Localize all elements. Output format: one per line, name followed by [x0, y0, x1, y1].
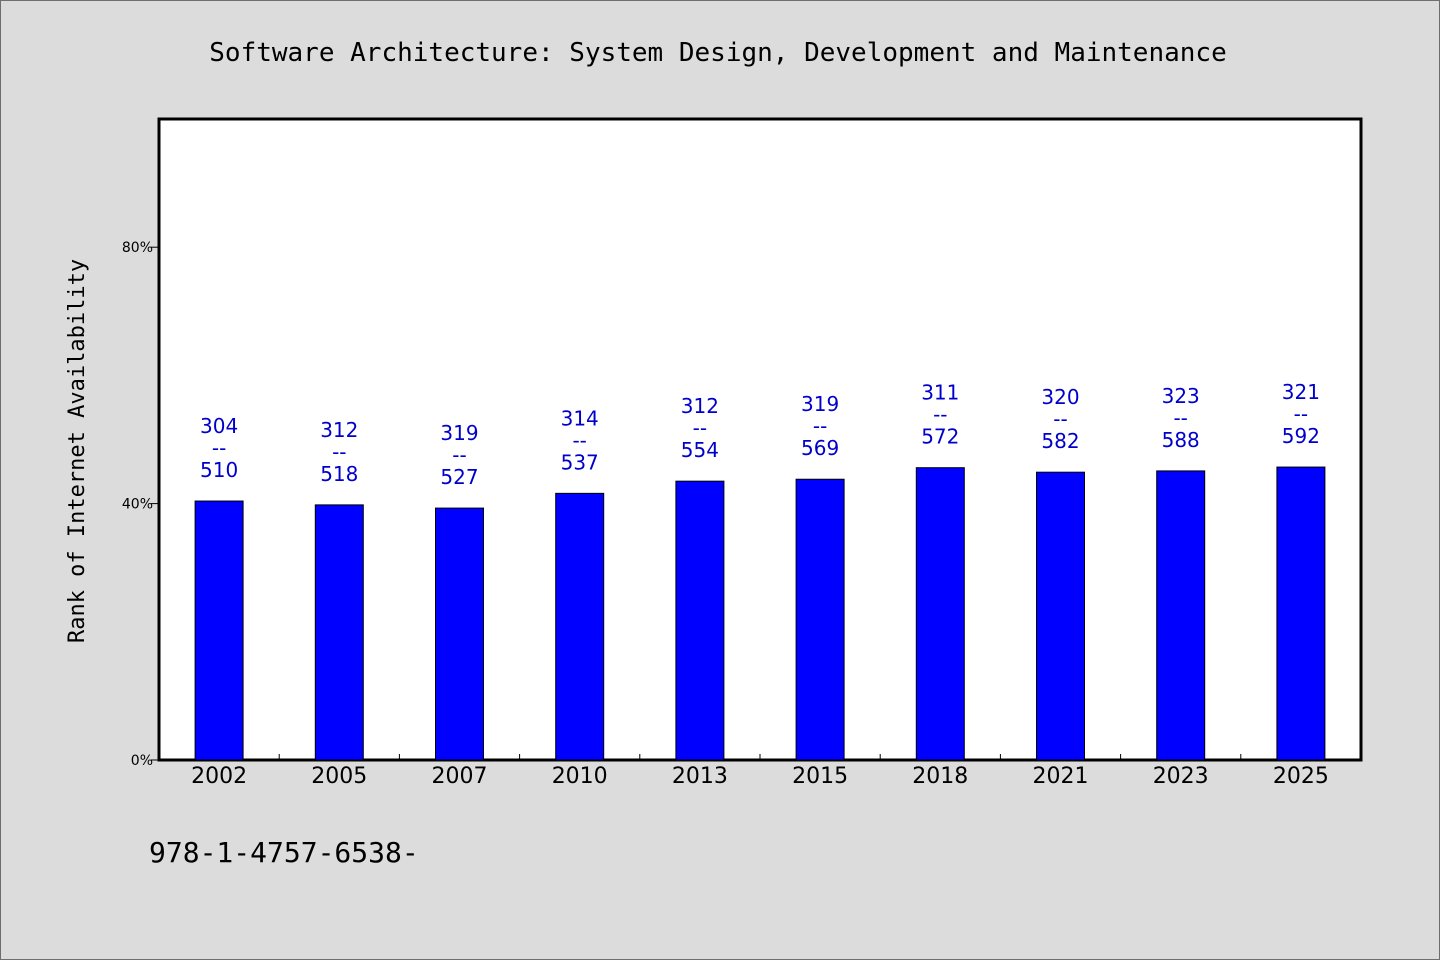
- y-axis: 0% 40% 80%: [122, 240, 159, 769]
- data-label-bottom: 582: [1041, 429, 1079, 453]
- x-tick-label: 2018: [912, 764, 968, 789]
- data-label-top: 311: [921, 381, 959, 405]
- data-label-bottom: 569: [801, 436, 839, 460]
- data-label-separator: --: [332, 440, 346, 464]
- bar: [314, 504, 364, 761]
- x-axis: 2002 2005 2007 2010 2013 2015 2018 2021 2023 2025: [191, 754, 1329, 789]
- bar: [435, 507, 484, 761]
- x-tick-label: 2007: [432, 764, 488, 789]
- data-label-top: 319: [440, 421, 478, 445]
- data-label-bottom: 537: [561, 450, 599, 474]
- x-tick-label: 2013: [672, 764, 728, 789]
- data-label-separator: --: [572, 428, 586, 452]
- bars: [194, 466, 1326, 761]
- bar: [915, 467, 965, 761]
- data-label-separator: --: [1053, 407, 1067, 431]
- bar: [555, 492, 605, 761]
- data-label-bottom: 554: [681, 438, 719, 462]
- x-tick-label: 2023: [1153, 764, 1209, 789]
- data-label-top: 320: [1041, 385, 1079, 409]
- isbn-text: 978-1-4757-6538-: [149, 836, 419, 869]
- x-tick-label: 2015: [792, 764, 848, 789]
- data-label-separator: --: [212, 436, 226, 460]
- bar: [1276, 466, 1326, 761]
- data-label-top: 304: [200, 414, 238, 438]
- data-label-bottom: 518: [320, 462, 358, 486]
- bar: [1156, 470, 1206, 761]
- data-label-separator: --: [452, 443, 466, 467]
- data-label-separator: --: [1173, 406, 1187, 430]
- data-label-top: 312: [681, 394, 719, 418]
- data-label-separator: --: [933, 403, 947, 427]
- chart-title: Software Architecture: System Design, De…: [209, 38, 1226, 68]
- data-label-top: 323: [1162, 384, 1200, 408]
- y-tick-label: 80%: [122, 240, 153, 256]
- data-label-bottom: 572: [921, 425, 959, 449]
- data-labels: 304--510312--518319--527314--537312--554…: [200, 380, 1320, 489]
- data-label-bottom: 588: [1162, 428, 1200, 452]
- x-tick-label: 2025: [1273, 764, 1329, 789]
- bar: [194, 500, 244, 761]
- x-tick-label: 2021: [1033, 764, 1089, 789]
- data-label-bottom: 527: [440, 465, 478, 489]
- bar: [1036, 471, 1085, 761]
- x-tick-label: 2010: [552, 764, 608, 789]
- y-axis-label: Rank of Internet Availability: [65, 259, 90, 643]
- y-tick-label: 40%: [122, 497, 153, 513]
- bar: [675, 480, 725, 761]
- data-label-separator: --: [813, 414, 827, 438]
- data-label-separator: --: [1294, 402, 1308, 426]
- data-label-top: 312: [320, 418, 358, 442]
- data-label-separator: --: [693, 416, 707, 440]
- data-label-bottom: 510: [200, 458, 238, 482]
- data-label-bottom: 592: [1282, 424, 1320, 448]
- bar: [795, 478, 845, 761]
- x-tick-label: 2005: [311, 764, 367, 789]
- data-label-top: 321: [1282, 380, 1320, 404]
- y-tick-label: 0%: [131, 753, 153, 769]
- data-label-top: 314: [561, 406, 599, 430]
- x-tick-label: 2002: [191, 764, 247, 789]
- data-label-top: 319: [801, 392, 839, 416]
